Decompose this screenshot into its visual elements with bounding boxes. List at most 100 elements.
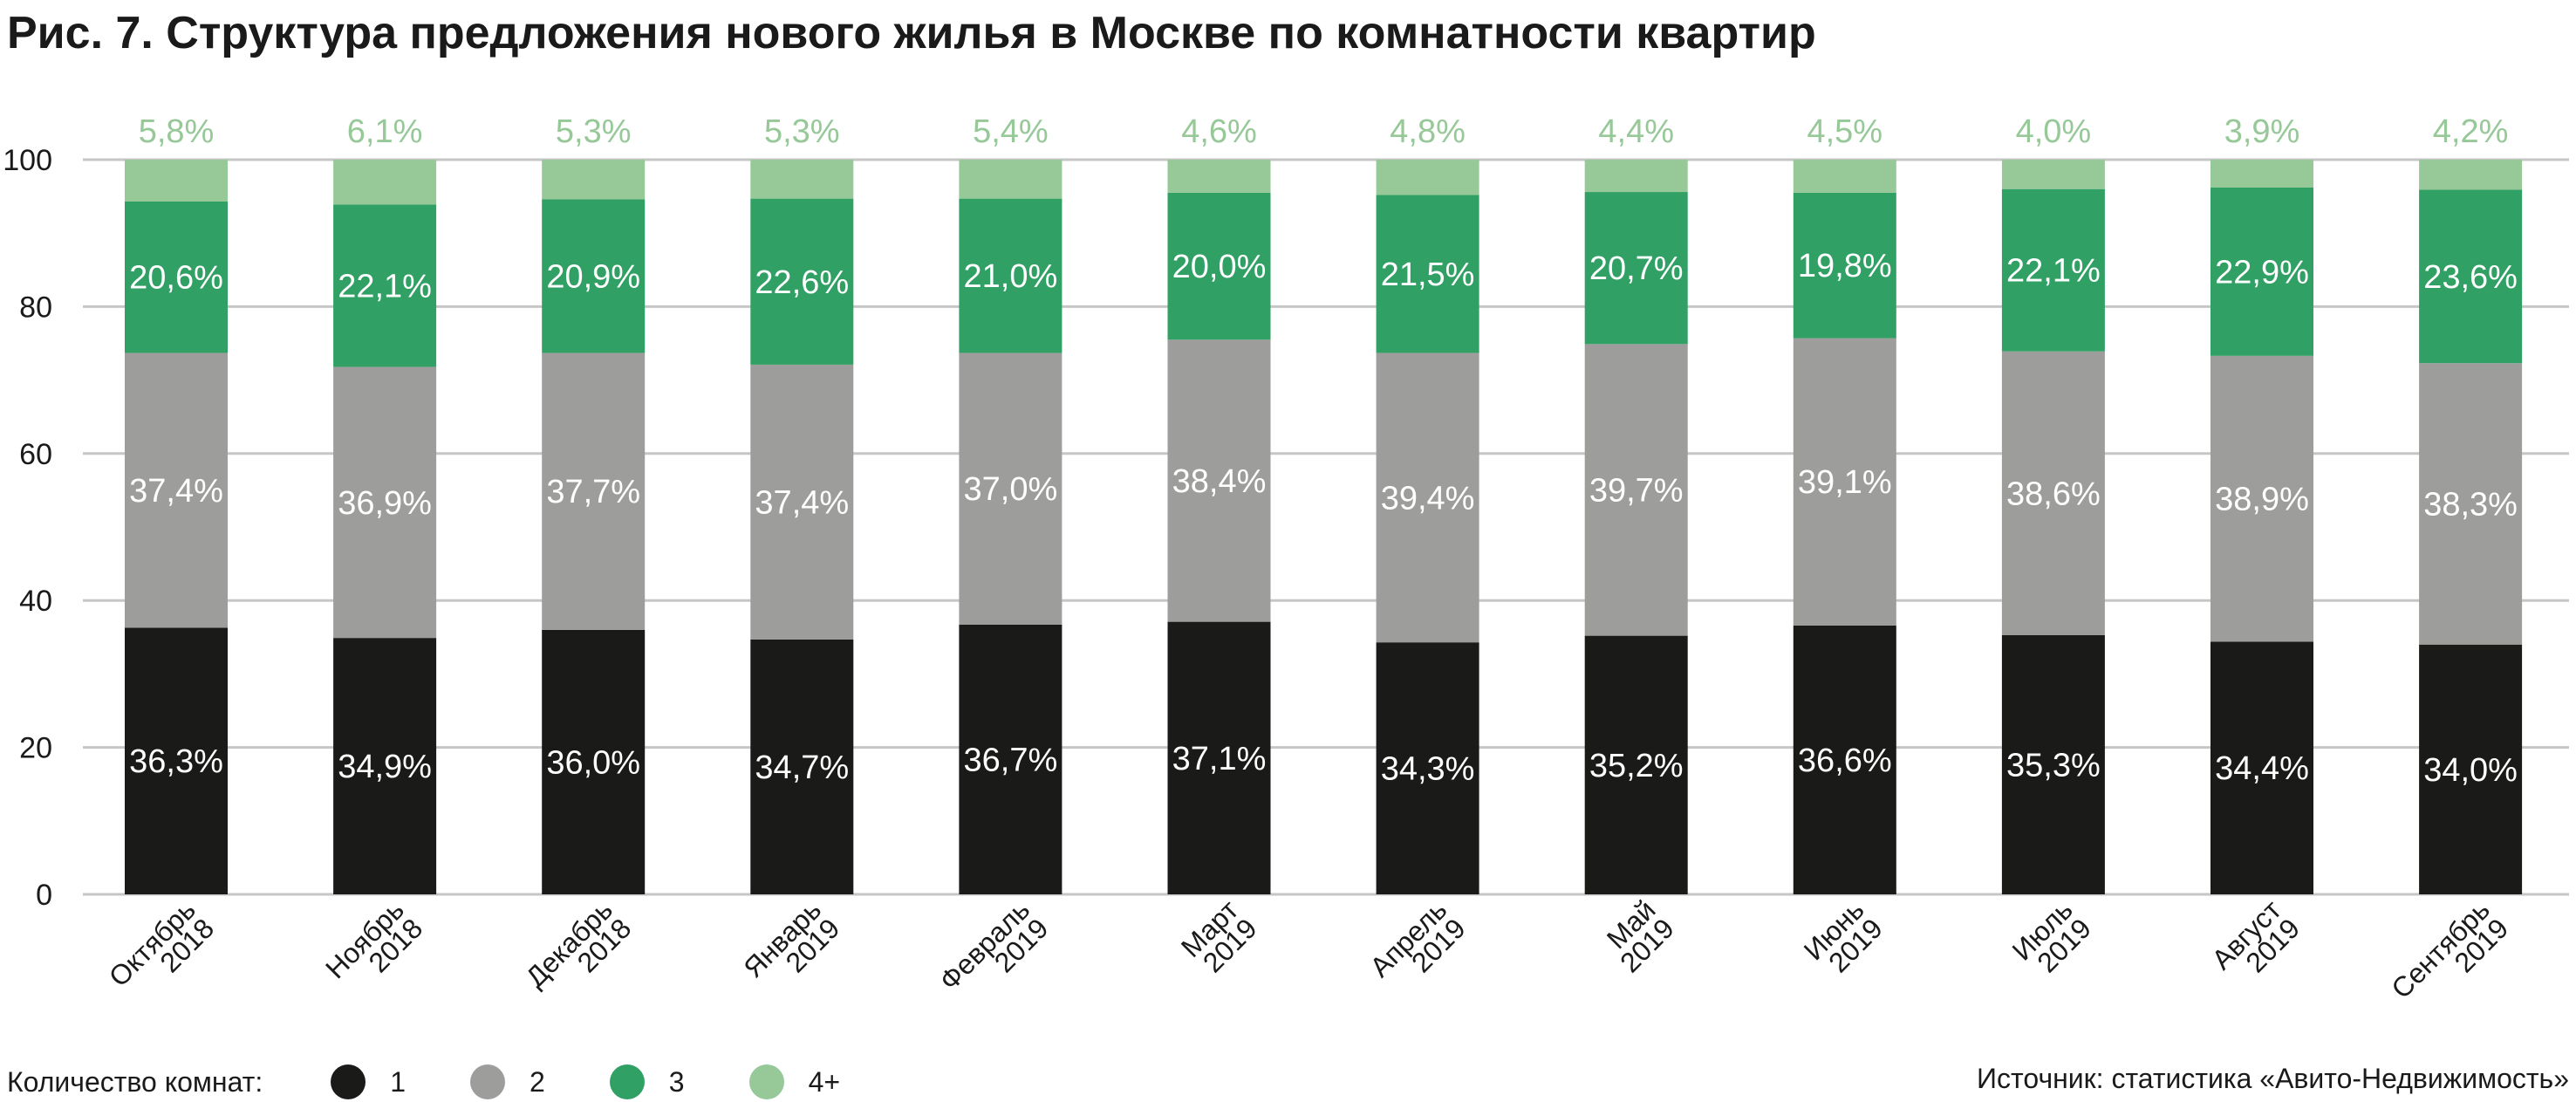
data-label-3: 20,9%	[546, 258, 640, 295]
y-axis-ticks: 0 20 40 60 80 100	[3, 144, 52, 912]
legend-item-3: 3	[609, 1064, 685, 1099]
bar-segment-4plus	[542, 160, 646, 200]
data-labels: 36,3% 37,4% 20,6% 5,8% 34,9% 36,9% 22,1% 6,1% 36…	[129, 113, 2518, 789]
bar-segment-4plus	[1167, 160, 1271, 193]
data-label-2: 39,4%	[1381, 480, 1475, 517]
legend: Количество комнат: 1 2 3 4+	[7, 1063, 905, 1101]
legend-swatch-4plus	[748, 1064, 784, 1099]
data-label-2: 38,6%	[2006, 476, 2101, 512]
bar-segment-3	[750, 198, 854, 365]
data-label-1: 37,1%	[1172, 741, 1267, 777]
legend-item-2: 2	[470, 1064, 545, 1099]
data-label-1: 36,7%	[964, 742, 1058, 778]
data-label-4plus: 4,0%	[2016, 113, 2092, 150]
bars	[125, 160, 2523, 894]
y-tick-label: 100	[3, 144, 52, 177]
data-label-3: 20,6%	[129, 260, 223, 297]
bar-segment-2	[125, 353, 228, 628]
data-label-3: 22,1%	[2006, 253, 2101, 290]
data-label-1: 34,7%	[755, 749, 849, 786]
bar-segment-3	[959, 198, 1063, 353]
chart-title: Рис. 7. Структура предложения нового жил…	[7, 8, 1816, 58]
y-tick-label: 80	[19, 291, 52, 324]
bar-segment-1	[1584, 635, 1688, 894]
bar-segment-2	[750, 364, 854, 640]
legend-text-3: 3	[668, 1065, 685, 1098]
data-label-1: 34,0%	[2423, 752, 2518, 789]
data-label-2: 39,7%	[1589, 472, 1684, 509]
legend-title: Количество комнат:	[7, 1065, 263, 1098]
data-label-2: 38,9%	[2215, 482, 2309, 518]
data-label-3: 19,8%	[1798, 248, 1892, 284]
data-label-4plus: 4,8%	[1390, 113, 1466, 150]
bar-segment-2	[959, 353, 1063, 625]
bar-segment-3	[333, 204, 437, 367]
bar-segment-4plus	[125, 160, 228, 202]
bar-segment-3	[2210, 187, 2313, 356]
bar-segment-2	[1793, 338, 1896, 626]
data-label-3: 23,6%	[2423, 259, 2518, 296]
data-label-3: 22,6%	[755, 264, 849, 301]
bar-segment-1	[542, 629, 646, 894]
bar-segment-2	[1584, 344, 1688, 636]
data-label-4plus: 4,4%	[1598, 113, 1674, 150]
bar-segment-4plus	[959, 160, 1063, 199]
gridlines	[83, 158, 2569, 896]
bar-segment-2	[2419, 363, 2523, 645]
bar-segment-4plus	[1584, 160, 1688, 193]
bar-segment-3	[2419, 189, 2523, 364]
data-label-1: 34,3%	[1381, 751, 1475, 788]
data-label-4plus: 4,6%	[1181, 113, 1257, 150]
data-label-4plus: 6,1%	[347, 113, 423, 150]
data-label-3: 22,1%	[338, 268, 432, 305]
legend-text-2: 2	[530, 1065, 545, 1098]
source-note: Источник: статистика «Авито-Недвижимость…	[1977, 1063, 2569, 1094]
data-label-1: 34,9%	[338, 749, 432, 785]
data-label-4plus: 4,2%	[2433, 113, 2509, 150]
bar-segment-4plus	[1793, 160, 1896, 193]
data-label-3: 21,0%	[964, 258, 1058, 295]
legend-item-4plus: 4+	[748, 1064, 840, 1099]
legend-swatch-2	[470, 1064, 505, 1099]
bar-segment-2	[2210, 355, 2313, 642]
data-label-4plus: 5,3%	[556, 113, 632, 150]
data-label-4plus: 5,3%	[764, 113, 840, 150]
data-label-4plus: 5,4%	[973, 113, 1049, 150]
data-label-2: 37,4%	[755, 484, 849, 521]
data-label-4plus: 4,5%	[1807, 113, 1882, 150]
bar-segment-2	[1167, 339, 1271, 622]
data-label-1: 35,2%	[1589, 748, 1684, 784]
bar-segment-3	[542, 199, 646, 353]
bar-segment-1	[1793, 625, 1896, 894]
bar-segment-4plus	[2419, 160, 2523, 190]
data-label-4plus: 5,8%	[139, 113, 215, 150]
bar-segment-1	[959, 624, 1063, 894]
bar-segment-1	[2210, 641, 2313, 894]
y-tick-label: 20	[19, 732, 52, 765]
bar-segment-1	[2419, 644, 2523, 894]
bar-segment-2	[1376, 353, 1479, 643]
bar-segment-4plus	[333, 160, 437, 205]
bar-segment-4plus	[2001, 160, 2105, 189]
bar-segment-3	[2001, 188, 2105, 352]
legend-item-1: 1	[331, 1064, 406, 1099]
bar-segment-3	[1584, 192, 1688, 345]
bar-segment-3	[1167, 192, 1271, 340]
legend-swatch-3	[609, 1064, 645, 1099]
legend-swatch-1	[331, 1064, 366, 1099]
data-label-3: 22,9%	[2215, 254, 2309, 291]
